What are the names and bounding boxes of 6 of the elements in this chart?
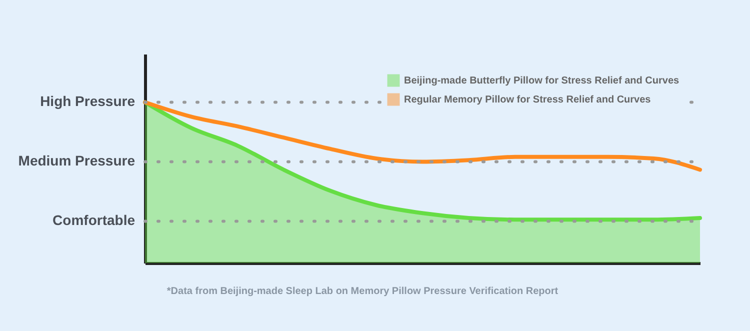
- ref-line-label: Comfortable: [52, 212, 136, 228]
- legend-label: Beijing-made Butterfly Pillow for Stress Relief and Curves: [404, 76, 680, 86]
- legend-label: Regular Memory Pillow for Stress Relief and Curves: [404, 94, 652, 106]
- ref-line-label: Medium Pressure: [18, 152, 136, 169]
- ref-line-label: High Pressure: [40, 93, 136, 110]
- text: *Data from Beijing-made Sleep Lab on Memory Pillow Pressure Verification Report: [166, 286, 559, 297]
